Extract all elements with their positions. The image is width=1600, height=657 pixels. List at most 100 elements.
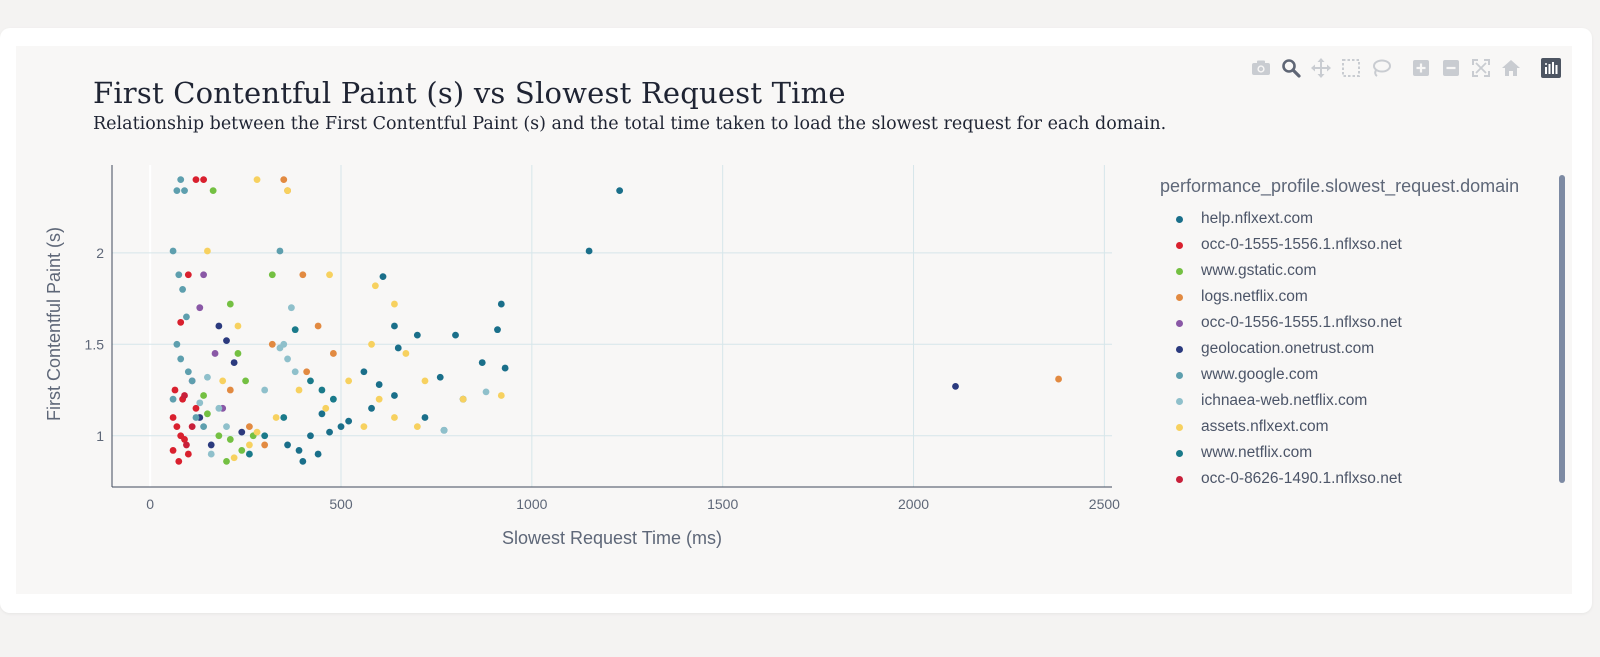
data-point[interactable]: [268, 340, 276, 348]
data-point[interactable]: [371, 282, 379, 290]
data-point[interactable]: [345, 417, 353, 425]
data-point[interactable]: [183, 441, 190, 449]
download-plot-button[interactable]: [1250, 57, 1272, 79]
data-point[interactable]: [391, 392, 398, 399]
data-point[interactable]: [322, 404, 330, 412]
data-point[interactable]: [478, 359, 486, 366]
data-point[interactable]: [234, 322, 242, 330]
data-point[interactable]: [223, 337, 230, 345]
data-point[interactable]: [184, 450, 192, 458]
data-point[interactable]: [314, 450, 322, 458]
data-point[interactable]: [497, 392, 505, 399]
data-point[interactable]: [307, 377, 314, 385]
zoom-out-button[interactable]: [1440, 57, 1462, 79]
data-point[interactable]: [200, 392, 208, 399]
data-point[interactable]: [181, 436, 188, 443]
data-point[interactable]: [196, 399, 204, 407]
data-point[interactable]: [230, 454, 238, 462]
data-point[interactable]: [261, 441, 269, 449]
data-point[interactable]: [459, 395, 467, 403]
legend-item[interactable]: www.google.com: [1176, 362, 1536, 388]
data-point[interactable]: [188, 377, 196, 385]
data-point[interactable]: [307, 432, 314, 440]
data-point[interactable]: [375, 395, 383, 403]
data-point[interactable]: [169, 395, 177, 403]
data-point[interactable]: [230, 359, 238, 366]
data-point[interactable]: [345, 377, 353, 385]
data-point[interactable]: [196, 304, 204, 312]
data-point[interactable]: [261, 432, 269, 440]
data-point[interactable]: [207, 450, 215, 458]
data-point[interactable]: [261, 386, 269, 394]
data-point[interactable]: [368, 340, 375, 348]
zoom-button[interactable]: [1280, 57, 1302, 79]
plotly-logo-button[interactable]: [1540, 57, 1562, 79]
data-point[interactable]: [360, 368, 368, 376]
data-point[interactable]: [200, 176, 208, 184]
data-point[interactable]: [238, 428, 246, 436]
data-point[interactable]: [268, 271, 276, 279]
legend-item[interactable]: ichnaea-web.netflix.com: [1176, 388, 1536, 414]
data-point[interactable]: [188, 423, 196, 431]
data-point[interactable]: [299, 457, 307, 465]
data-point[interactable]: [276, 247, 284, 255]
data-point[interactable]: [253, 428, 261, 436]
data-point[interactable]: [175, 271, 183, 279]
data-point[interactable]: [360, 423, 368, 431]
data-point[interactable]: [215, 432, 223, 440]
data-point[interactable]: [303, 368, 311, 376]
data-point[interactable]: [284, 441, 291, 449]
data-point[interactable]: [226, 386, 234, 394]
data-point[interactable]: [440, 426, 448, 434]
data-point[interactable]: [200, 423, 208, 431]
data-point[interactable]: [192, 404, 200, 412]
data-point[interactable]: [284, 187, 291, 195]
legend-item[interactable]: assets.nflxext.com: [1176, 414, 1536, 440]
data-point[interactable]: [192, 414, 200, 421]
data-point[interactable]: [246, 423, 253, 431]
data-point[interactable]: [291, 326, 299, 334]
data-point[interactable]: [234, 350, 242, 357]
data-point[interactable]: [183, 313, 190, 321]
data-point[interactable]: [204, 410, 211, 418]
data-point[interactable]: [295, 447, 303, 454]
data-point[interactable]: [318, 386, 326, 394]
data-point[interactable]: [497, 300, 505, 308]
data-point[interactable]: [223, 423, 230, 431]
data-point[interactable]: [952, 382, 959, 390]
legend-item[interactable]: occ-0-1555-1556.1.nflxso.net: [1176, 232, 1536, 258]
reset-axes-button[interactable]: [1500, 57, 1522, 79]
data-point[interactable]: [329, 350, 337, 357]
data-point[interactable]: [209, 187, 217, 195]
data-point[interactable]: [391, 322, 398, 330]
data-point[interactable]: [452, 331, 459, 339]
data-point[interactable]: [272, 414, 280, 421]
data-point[interactable]: [326, 428, 333, 436]
legend-item[interactable]: geolocation.onetrust.com: [1176, 336, 1536, 362]
data-point[interactable]: [181, 392, 188, 399]
data-point[interactable]: [318, 410, 326, 418]
data-point[interactable]: [421, 377, 429, 385]
data-point[interactable]: [501, 364, 509, 372]
data-point[interactable]: [291, 368, 299, 376]
data-point[interactable]: [276, 344, 284, 352]
lasso-select-button[interactable]: [1370, 57, 1392, 79]
legend-item[interactable]: help.nflxext.com: [1176, 206, 1536, 232]
data-point[interactable]: [402, 350, 410, 357]
legend-item[interactable]: privacyportal.onetrust.com: [1176, 492, 1536, 496]
data-point[interactable]: [314, 322, 322, 330]
autoscale-button[interactable]: [1470, 57, 1492, 79]
data-point[interactable]: [1055, 375, 1062, 383]
data-point[interactable]: [284, 355, 291, 363]
data-point[interactable]: [192, 176, 200, 184]
data-point[interactable]: [329, 395, 337, 403]
data-point[interactable]: [413, 331, 421, 339]
data-point[interactable]: [391, 300, 398, 308]
data-point[interactable]: [379, 273, 387, 281]
data-point[interactable]: [184, 271, 192, 279]
data-point[interactable]: [616, 187, 624, 195]
data-point[interactable]: [280, 176, 288, 184]
data-point[interactable]: [181, 187, 188, 195]
data-point[interactable]: [368, 404, 375, 412]
